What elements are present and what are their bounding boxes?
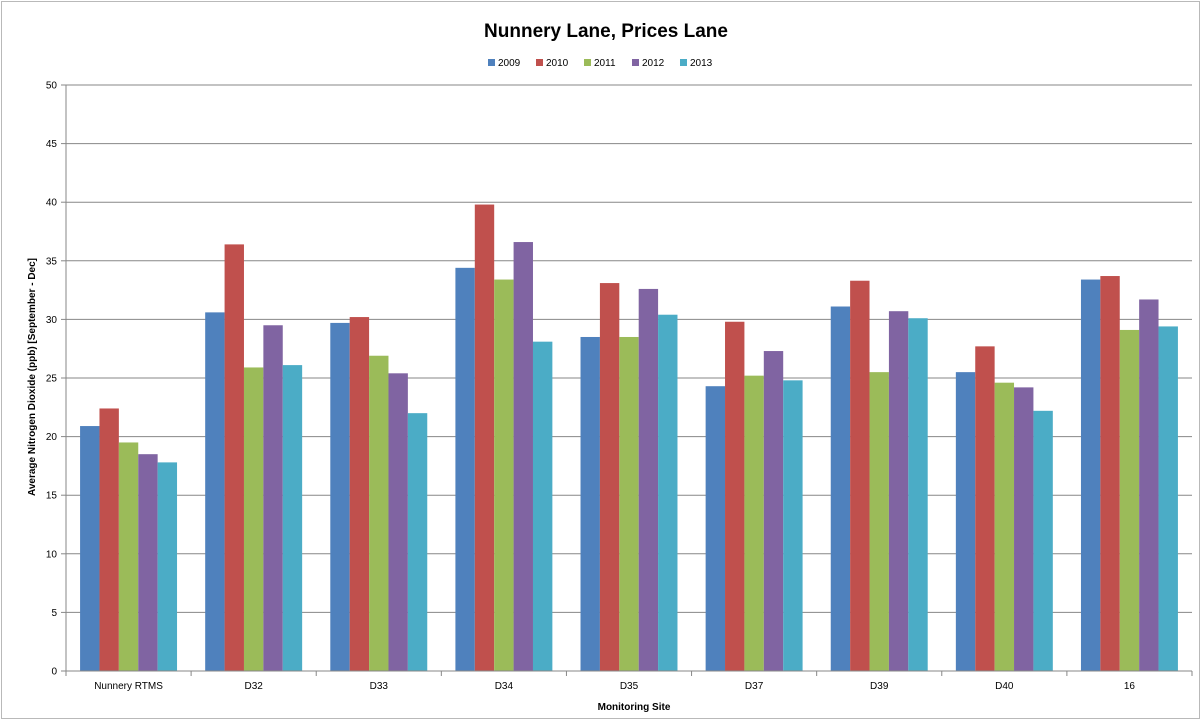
y-tick-label: 10 [46,549,58,560]
y-tick-label: 20 [46,432,58,443]
x-tick-label: D40 [995,681,1014,692]
bar-2009-d33 [330,322,350,671]
bar-2011-d40 [994,382,1015,671]
bar-2009-d35 [580,336,600,671]
bar-2012-d32 [263,325,283,671]
legend: 2009 2010 2011 2012 2013 [488,58,713,69]
bar-2012-d35 [638,288,659,671]
bar-2012-nunnery-rtms [138,454,158,671]
y-tick-label: 45 [46,139,58,150]
bar-2010-nunnery-rtms [99,408,119,671]
bar-2013-d40 [1033,410,1053,671]
bar-2013-d35 [658,314,678,671]
chart-title: Nunnery Lane, Prices Lane [484,21,728,42]
bar-2012-d34 [513,242,533,671]
bar-2011-d35 [619,336,639,671]
legend-swatch-2009 [488,59,495,66]
x-tick-label: 16 [1124,681,1136,692]
y-tick-label: 50 [46,81,58,92]
bar-2009-16 [1080,279,1101,671]
legend-label-2011: 2011 [594,58,616,69]
bar-2013-d34 [532,341,553,671]
bar-2009-d40 [955,372,976,671]
bar-2009-d32 [205,312,225,671]
x-tick-label: D34 [495,681,514,692]
y-tick-label: 30 [46,315,58,326]
bar-2012-d33 [388,373,408,671]
axes [65,85,1193,676]
bar-2010-d33 [349,317,370,671]
bar-2013-d37 [783,380,803,671]
x-tick-label: D37 [745,681,764,692]
legend-swatch-2011 [584,59,591,66]
bar-2011-d34 [494,279,514,671]
x-tick-labels: Nunnery RTMS D32 D33 D34 D35 D37 D39 D40 16 [94,681,1135,692]
y-tick-label: 15 [46,491,58,502]
x-tick-label: D33 [370,681,389,692]
x-tick-label: Nunnery RTMS [94,681,163,692]
y-tick-label: 0 [51,667,57,678]
bar-2013-16 [1158,326,1178,671]
legend-label-2013: 2013 [690,58,713,69]
legend-swatch-2010 [536,59,543,66]
legend-swatch-2013 [680,59,687,66]
y-tick-label: 25 [46,374,58,385]
bar-2013-d39 [908,318,928,671]
bar-2012-16 [1139,299,1159,671]
x-tick-label: D35 [620,681,639,692]
bar-2011-d37 [744,375,764,671]
bar-2010-d35 [599,283,620,671]
bar-2012-d40 [1014,387,1034,671]
bar-2010-d39 [850,280,870,671]
bar-2010-16 [1100,276,1120,671]
bar-2013-d32 [282,365,303,671]
bar-2011-d32 [243,367,264,671]
y-tick-label: 5 [51,608,57,619]
x-axis-label: Monitoring Site [598,702,671,713]
bar-2012-d39 [888,311,909,671]
bar-2011-nunnery-rtms [118,442,139,671]
bar-2013-nunnery-rtms [157,462,178,671]
bar-2009-d34 [455,267,475,671]
y-tick-label: 35 [46,256,58,267]
bar-2013-d33 [407,413,428,671]
y-tick-labels: 0 5 10 15 20 25 30 35 40 45 50 [46,81,58,678]
bar-2010-d40 [975,346,995,671]
bar-2010-d32 [224,244,244,671]
bar-2009-nunnery-rtms [80,426,100,671]
bar-2009-d39 [830,306,851,671]
bars [80,204,1178,671]
bar-2012-d37 [763,351,784,671]
x-tick-label: D32 [244,681,263,692]
legend-label-2010: 2010 [546,58,569,69]
y-axis-label: Average Nitrogen Dioxide (ppb) [Septembe… [27,258,38,496]
legend-label-2012: 2012 [642,58,665,69]
bar-2010-d34 [474,204,495,671]
bar-2011-d39 [869,372,889,671]
legend-swatch-2012 [632,59,639,66]
y-tick-label: 40 [46,198,58,209]
x-tick-label: D39 [870,681,889,692]
bar-2010-d37 [725,321,745,671]
bar-2011-16 [1119,329,1140,671]
legend-label-2009: 2009 [498,58,521,69]
bar-2009-d37 [705,386,726,671]
bar-2011-d33 [369,355,389,671]
